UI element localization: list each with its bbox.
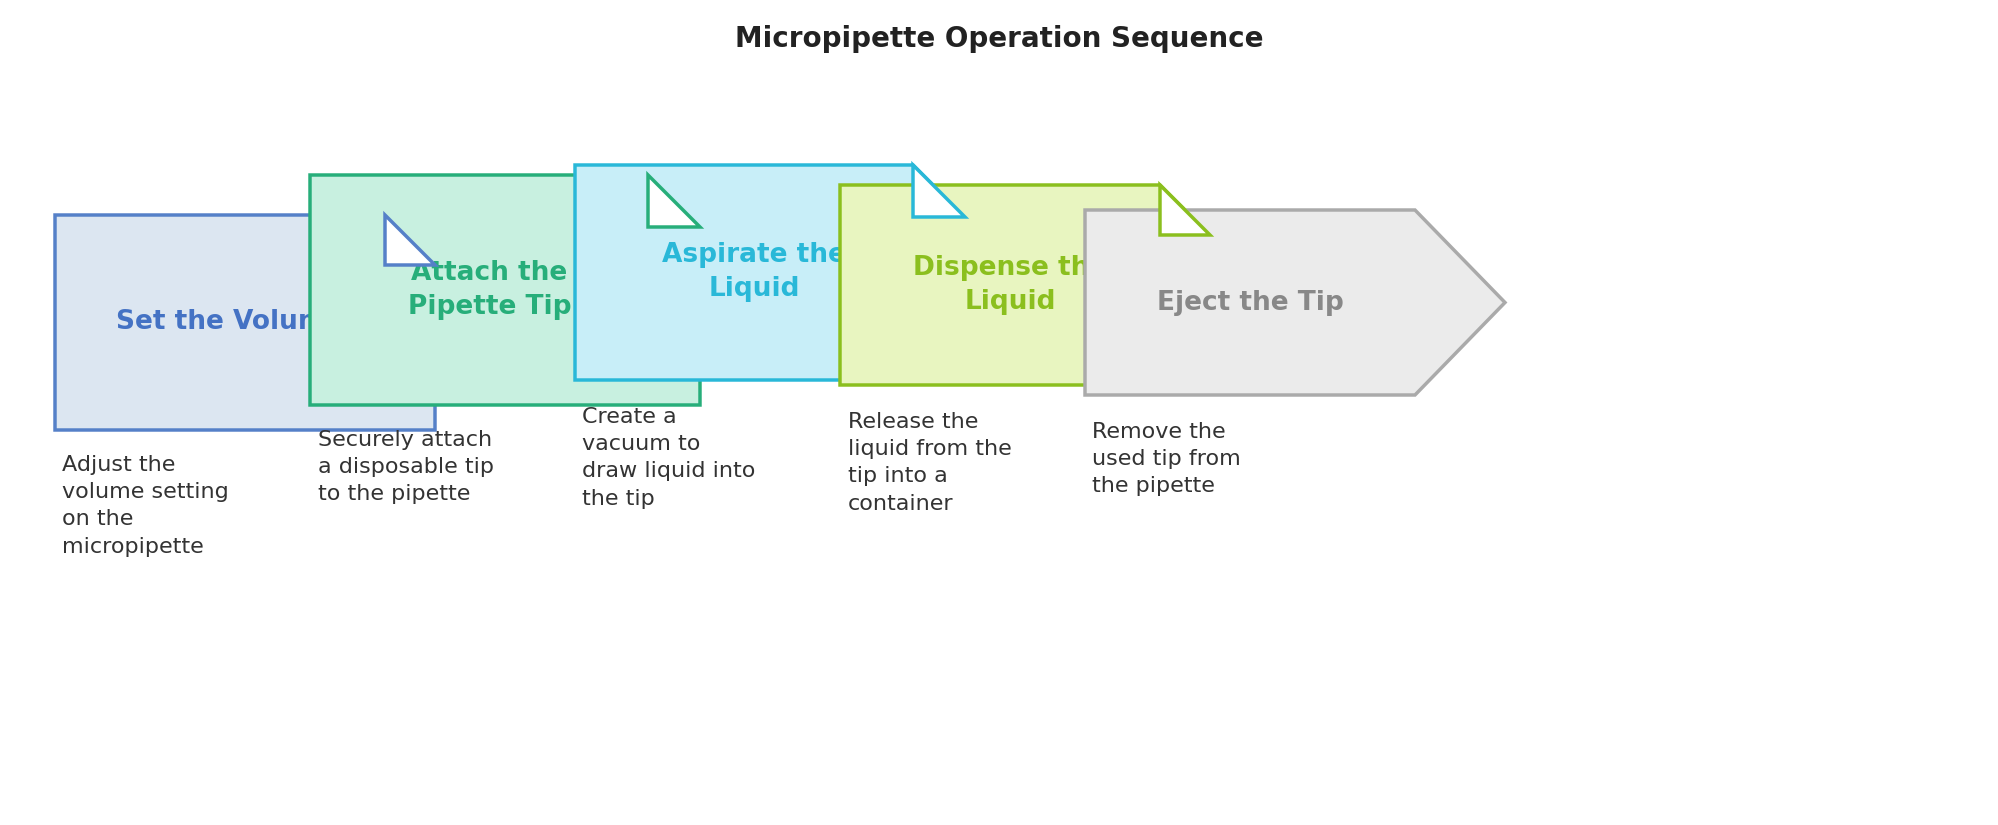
Polygon shape (913, 165, 965, 217)
Text: Dispense the
Liquid: Dispense the Liquid (913, 255, 1107, 315)
Polygon shape (310, 175, 699, 405)
Text: Set the Volume: Set the Volume (116, 309, 344, 336)
Text: Attach the
Pipette Tip: Attach the Pipette Tip (408, 260, 571, 320)
Text: Remove the
used tip from
the pipette: Remove the used tip from the pipette (1091, 422, 1241, 497)
Text: Release the
liquid from the
tip into a
container: Release the liquid from the tip into a c… (847, 412, 1011, 514)
Text: Aspirate the
Liquid: Aspirate the Liquid (661, 243, 845, 303)
Text: Securely attach
a disposable tip
to the pipette: Securely attach a disposable tip to the … (318, 430, 494, 504)
Polygon shape (386, 215, 436, 265)
Text: Adjust the
volume setting
on the
micropipette: Adjust the volume setting on the micropi… (62, 455, 228, 557)
Text: Micropipette Operation Sequence: Micropipette Operation Sequence (735, 25, 1263, 53)
Text: Create a
vacuum to
draw liquid into
the tip: Create a vacuum to draw liquid into the … (581, 407, 755, 508)
Polygon shape (839, 185, 1209, 385)
Polygon shape (647, 175, 699, 227)
Text: Eject the Tip: Eject the Tip (1157, 290, 1343, 315)
Polygon shape (56, 215, 436, 430)
Polygon shape (575, 165, 965, 380)
Polygon shape (1159, 185, 1209, 235)
Polygon shape (1085, 210, 1504, 395)
